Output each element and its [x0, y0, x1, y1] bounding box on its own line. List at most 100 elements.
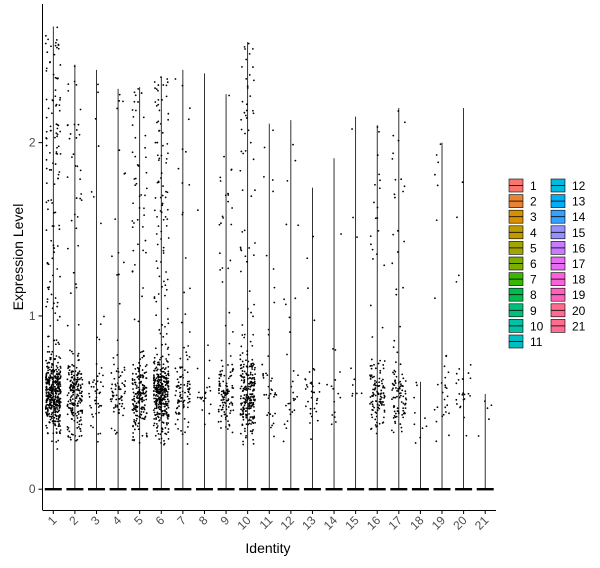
data-point	[424, 417, 426, 419]
data-point	[380, 389, 383, 392]
data-point	[404, 397, 407, 400]
data-point	[51, 396, 54, 399]
data-point	[56, 133, 59, 136]
data-point	[153, 374, 155, 377]
data-point	[95, 396, 98, 399]
data-point	[396, 407, 399, 410]
data-point	[162, 252, 165, 254]
data-point	[166, 278, 169, 281]
data-point	[137, 397, 139, 400]
data-point	[370, 427, 373, 430]
data-point	[164, 325, 166, 328]
data-point	[393, 369, 396, 372]
data-point	[221, 215, 224, 218]
data-point	[54, 312, 57, 315]
data-point	[156, 141, 159, 144]
data-point	[159, 122, 162, 125]
data-point	[252, 315, 254, 318]
data-point	[374, 418, 377, 421]
data-point	[153, 400, 156, 403]
data-point	[167, 237, 170, 239]
data-point	[133, 404, 135, 407]
data-point	[376, 206, 379, 209]
data-point	[382, 367, 385, 370]
data-point	[56, 146, 58, 149]
data-point	[142, 392, 144, 395]
data-point	[334, 349, 337, 351]
legend-label: 21	[572, 319, 586, 333]
data-point	[102, 385, 104, 388]
data-point	[160, 403, 163, 406]
zero-cluster-9	[217, 488, 235, 491]
data-point	[186, 395, 189, 398]
data-point	[167, 374, 170, 377]
data-point	[162, 363, 165, 366]
data-point	[79, 401, 82, 404]
data-point	[285, 223, 288, 226]
data-point	[245, 117, 248, 119]
data-point	[351, 128, 353, 130]
data-point	[394, 196, 396, 199]
data-point	[243, 370, 246, 373]
data-point	[113, 363, 115, 366]
data-point	[58, 104, 61, 107]
data-point	[137, 400, 140, 403]
data-point	[161, 285, 163, 288]
data-point	[461, 393, 464, 396]
data-point	[137, 101, 139, 103]
data-point	[197, 391, 200, 394]
data-point	[377, 385, 380, 388]
data-point	[243, 404, 246, 407]
data-point	[159, 210, 162, 212]
data-point	[404, 390, 407, 393]
data-point	[156, 353, 158, 356]
data-point	[262, 373, 264, 376]
data-point	[180, 400, 182, 403]
data-point	[123, 383, 125, 386]
violin-group-14	[325, 158, 343, 491]
data-point	[370, 401, 373, 404]
data-point	[153, 417, 156, 420]
data-point	[253, 380, 256, 383]
legend-label: 15	[572, 226, 586, 240]
data-point	[378, 400, 381, 403]
data-point	[306, 257, 309, 260]
data-point	[158, 328, 161, 331]
data-point	[293, 399, 295, 402]
data-point	[254, 373, 257, 376]
data-point	[392, 417, 395, 419]
data-point	[90, 191, 93, 193]
data-point	[393, 193, 396, 196]
data-point	[231, 404, 234, 406]
data-point	[425, 425, 428, 428]
data-point	[392, 431, 395, 434]
data-point	[135, 410, 138, 413]
data-point	[483, 400, 486, 403]
data-point	[57, 368, 60, 371]
data-point	[167, 318, 169, 320]
data-point	[164, 372, 166, 375]
data-point	[382, 392, 385, 395]
data-point	[442, 413, 445, 416]
data-point	[117, 386, 120, 389]
data-point	[88, 396, 91, 398]
data-point	[155, 390, 157, 393]
data-point	[187, 406, 189, 409]
data-point	[239, 354, 242, 356]
data-point	[70, 373, 73, 376]
data-point	[47, 391, 50, 394]
data-point	[145, 156, 147, 159]
data-point	[467, 392, 470, 395]
data-point	[155, 260, 158, 263]
data-point	[291, 411, 294, 413]
data-point	[57, 372, 60, 375]
data-point	[229, 355, 232, 357]
data-point	[135, 417, 138, 420]
data-point	[92, 385, 95, 388]
data-point	[292, 397, 295, 400]
data-point	[229, 412, 231, 415]
data-point	[50, 408, 52, 410]
data-point	[132, 391, 135, 394]
data-point	[110, 427, 113, 430]
data-point	[52, 73, 55, 76]
